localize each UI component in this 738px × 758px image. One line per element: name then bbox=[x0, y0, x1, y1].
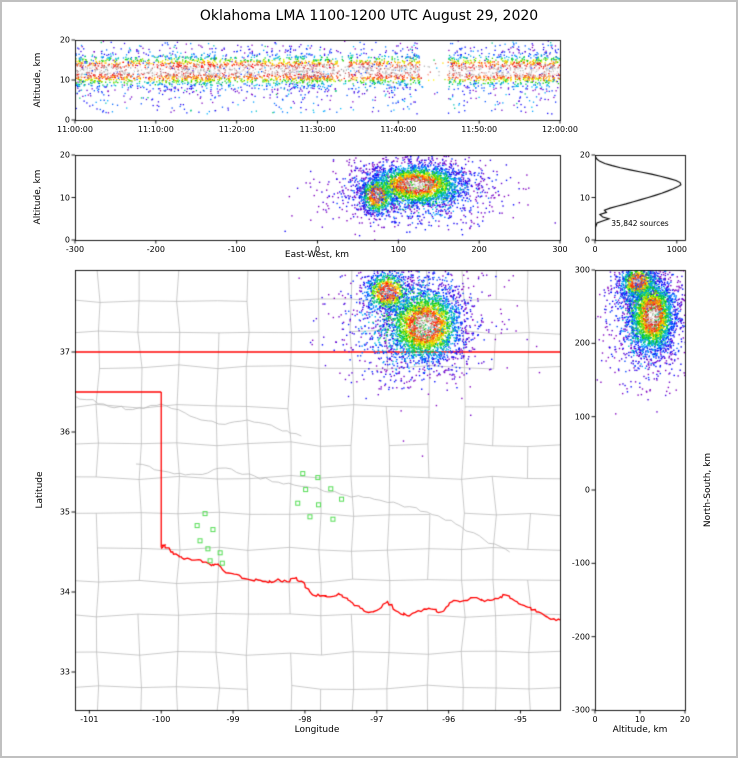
sources-count-label: 35,842 sources bbox=[611, 219, 669, 228]
axis-label-longitude: Longitude bbox=[294, 725, 340, 735]
axis-label-altitude-ns: Altitude, km bbox=[612, 725, 668, 735]
figure-title: Oklahoma LMA 1100-1200 UTC August 29, 20… bbox=[199, 8, 539, 24]
axis-label-altitude-ew: Altitude, km bbox=[33, 169, 43, 225]
axis-label-latitude: Latitude bbox=[35, 471, 45, 509]
axis-label-north-south: North-South, km bbox=[703, 452, 713, 528]
axis-label-east-west: East-West, km bbox=[284, 250, 350, 260]
axis-label-altitude-time: Altitude, km bbox=[33, 52, 43, 108]
